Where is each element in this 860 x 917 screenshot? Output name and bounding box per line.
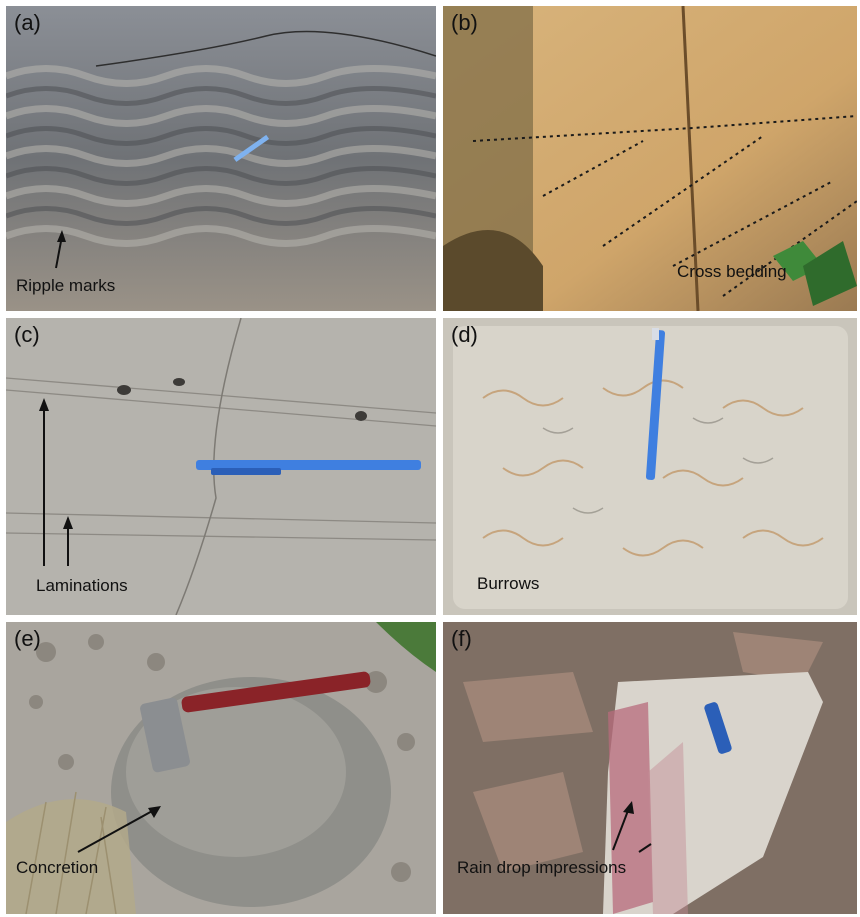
panel-label-f: (f) — [451, 626, 472, 651]
annotation-laminations: Laminations — [36, 576, 128, 595]
panel-label-a: (a) — [14, 10, 41, 35]
panel-d-burrows: (d) Burrows — [443, 318, 857, 615]
panel-b-cross-bedding: (b) Cross bedding — [443, 6, 857, 311]
annotation-burrows: Burrows — [477, 574, 540, 593]
panel-c-laminations: (c) Laminations — [6, 318, 436, 615]
panel-label-b: (b) — [451, 10, 478, 35]
concretion-photo — [6, 622, 436, 914]
panel-label-e: (e) — [14, 626, 41, 651]
panel-a-ripple-marks: (a) Ripple marks — [6, 6, 436, 311]
burrows-photo — [443, 318, 857, 615]
laminations-photo — [6, 318, 436, 615]
annotation-concretion: Concretion — [16, 858, 99, 877]
panel-e-concretion: (e) Concretion — [6, 622, 436, 914]
annotation-rain-drop-impressions: Rain drop impressions — [457, 858, 627, 877]
panel-f-rain-drop-impressions: (f) Rain drop impressions — [443, 622, 857, 914]
ripple-photo — [6, 6, 436, 311]
annotation-ripple-marks: Ripple marks — [16, 276, 116, 295]
panel-label-d: (d) — [451, 322, 478, 347]
panel-label-c: (c) — [14, 322, 40, 347]
rain-drop-photo — [443, 622, 857, 914]
cross-bedding-photo — [443, 6, 857, 311]
annotation-cross-bedding: Cross bedding — [677, 262, 787, 281]
